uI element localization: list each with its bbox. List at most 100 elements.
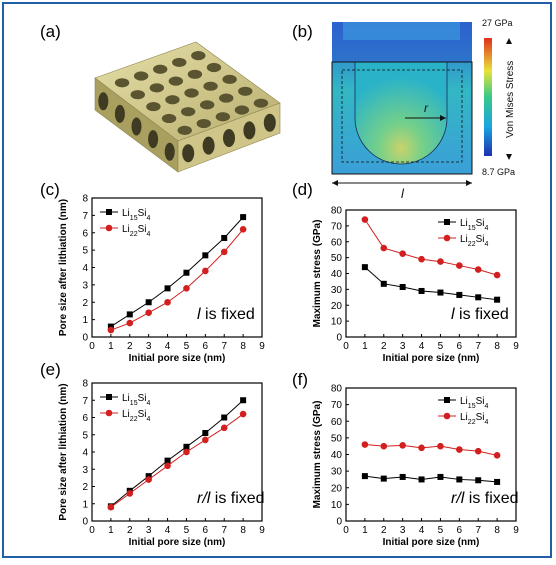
x-tick-label: 1: [108, 525, 114, 536]
legend-label: Li15Si4: [460, 218, 489, 232]
y-tick-label: 70: [331, 400, 343, 411]
x-tick-label: 5: [438, 341, 444, 352]
data-point: [494, 478, 501, 485]
y-tick-label: 60: [331, 237, 343, 248]
x-tick-label: 1: [108, 341, 114, 352]
y-tick-label: 2: [82, 482, 88, 493]
data-point: [164, 457, 171, 464]
pore-hole: [172, 57, 187, 68]
x-tick-label: 9: [513, 341, 519, 352]
series-line-Li15Si4: [110, 216, 244, 327]
y-tick-label: 80: [331, 384, 343, 395]
data-point: [107, 323, 114, 330]
data-point: [493, 271, 501, 279]
data-point: [202, 267, 209, 275]
y-tick-label: 0: [336, 517, 342, 528]
y-tick-label: 10: [331, 500, 343, 511]
series-line-Li15Si4: [364, 266, 498, 301]
chart-d: 0 1 2 3 4 5 6 7 8 9 0 10 20 30 40 50 60 70 80 Initial pore …: [312, 206, 519, 365]
data-point: [240, 214, 247, 221]
chart-c: 0 1 2 3 4 5 6 7 8 9 0 1 2 3 4 5 6 7 8 Initial pore size (nm…: [58, 194, 265, 365]
y-tick-label: 8: [82, 194, 88, 205]
data-point: [220, 424, 228, 432]
x-tick-label: 3: [400, 341, 406, 352]
x-tick-label: 7: [475, 525, 481, 536]
pore-hole: [153, 64, 168, 74]
pore-hole: [222, 74, 237, 85]
legend-marker: [105, 224, 113, 232]
data-point: [475, 477, 482, 484]
x-axis-label: Initial pore size (nm): [383, 353, 480, 364]
pore-hole: [219, 93, 234, 103]
y-tick-label: 40: [331, 450, 343, 461]
y-tick-label: 60: [331, 417, 343, 428]
legend-label: Li22Si4: [122, 409, 151, 423]
x-axis-label: Initial pore size (nm): [383, 537, 480, 548]
pore-hole: [215, 112, 231, 122]
series-line-Li15Si4: [364, 475, 498, 483]
panel-label-d: (d): [292, 180, 313, 199]
y-tick-label: 30: [331, 467, 343, 478]
pore-hole: [146, 101, 161, 112]
y-axis-label: Pore size after lithiation (nm): [58, 199, 69, 336]
chart-f: 0 1 2 3 4 5 6 7 8 9 0 10 20 30 40 50 60 70 80 Initial pore …: [312, 384, 519, 549]
legend-label: Li15Si4: [122, 208, 151, 222]
x-tick-label: 5: [438, 525, 444, 536]
colorbar: 27 GPa 8.7 GPa Von Mises Stress: [482, 18, 516, 177]
data-point: [164, 285, 171, 292]
side-pore: [114, 104, 125, 123]
annotation: r/l is fixed: [197, 490, 265, 507]
side-pore: [164, 142, 175, 161]
data-point: [240, 397, 247, 404]
legend-marker: [105, 409, 113, 417]
y-axis-label: Maximum stress (GPa): [312, 220, 323, 328]
data-point: [494, 296, 501, 303]
data-point: [126, 490, 134, 497]
y-tick-label: 7: [82, 396, 88, 407]
x-tick-label: 9: [259, 525, 265, 536]
side-pore: [202, 136, 215, 155]
pore-hole: [130, 90, 145, 100]
y-tick-label: 1: [82, 499, 88, 510]
x-tick-label: 9: [259, 341, 265, 352]
x-tick-label: 2: [127, 525, 133, 536]
data-point: [456, 476, 463, 483]
y-tick-label: 8: [82, 379, 88, 390]
x-tick-label: 1: [362, 341, 368, 352]
y-tick-label: 20: [331, 301, 343, 312]
chart-e: 0 1 2 3 4 5 6 7 8 9 0 1 2 3 4 5 6 7 8 Initial pore size (nm…: [58, 379, 265, 549]
panel-label-b: (b): [292, 22, 313, 41]
data-point: [183, 443, 190, 450]
data-point: [418, 476, 425, 483]
pore-hole: [165, 95, 180, 105]
pore-hole: [180, 107, 196, 117]
panel-label-c: (c): [40, 180, 60, 199]
data-point: [399, 442, 406, 449]
pore-hole: [187, 69, 203, 79]
pore-hole: [149, 83, 165, 93]
x-tick-label: 7: [475, 341, 481, 352]
y-tick-label: 4: [82, 448, 88, 459]
data-point: [399, 250, 406, 257]
x-tick-label: 0: [343, 341, 349, 352]
radius-label: r: [424, 101, 429, 115]
side-pore: [148, 130, 159, 149]
y-tick-label: 6: [82, 228, 88, 239]
side-pore: [182, 144, 195, 163]
x-tick-label: 0: [89, 525, 95, 536]
legend-label: Li15Si4: [460, 396, 489, 410]
y-tick-label: 6: [82, 413, 88, 424]
x-tick-label: 8: [494, 525, 500, 536]
x-tick-label: 4: [419, 341, 425, 352]
series-line-Li22Si4: [110, 413, 244, 508]
data-point: [202, 430, 209, 437]
y-tick-label: 5: [82, 246, 88, 257]
data-point: [145, 476, 152, 483]
x-tick-label: 4: [419, 525, 425, 536]
data-point: [126, 311, 133, 318]
y-tick-label: 5: [82, 430, 88, 441]
series-line-Li22Si4: [110, 228, 244, 331]
data-point: [437, 289, 444, 296]
data-point: [456, 262, 463, 269]
data-point: [399, 283, 406, 290]
